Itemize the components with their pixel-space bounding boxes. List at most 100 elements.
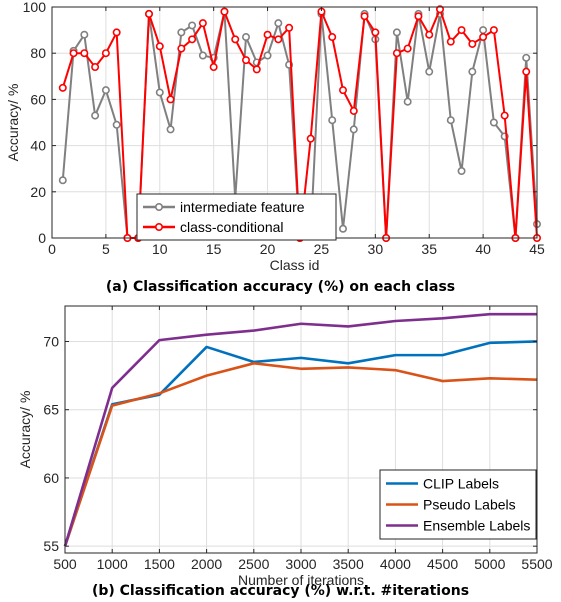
data-point <box>349 125 358 134</box>
legend-label: CLIP Labels <box>423 476 499 492</box>
data-point <box>328 116 337 125</box>
x-tick-label: 2000 <box>191 556 222 572</box>
y-tick-label: 20 <box>30 184 46 200</box>
x-tick-label: 25 <box>314 241 330 257</box>
y-tick-label: 65 <box>43 402 59 418</box>
series-line-pseudo-labels <box>63 362 538 547</box>
x-tick-label: 10 <box>152 241 168 257</box>
data-point <box>306 134 315 143</box>
data-point <box>285 23 294 32</box>
data-point <box>263 51 272 60</box>
data-point <box>457 167 466 176</box>
data-point <box>328 33 337 42</box>
data-point <box>188 35 197 44</box>
x-tick-label: 45 <box>529 241 545 257</box>
x-tick-label: 4500 <box>427 556 458 572</box>
data-point <box>468 39 477 48</box>
y-axis-label: Accuracy/ % <box>5 84 21 162</box>
x-tick-label: 5500 <box>521 556 552 572</box>
data-point <box>145 9 154 18</box>
y-tick-label: 0 <box>38 230 46 246</box>
x-axis-label: Number of iterations <box>238 572 364 588</box>
data-point <box>252 65 261 74</box>
data-point <box>435 5 444 14</box>
chart-b: 500 1000 1500 2000 2500 3000 3500 4000 4500 5000 5… <box>17 305 553 588</box>
data-point <box>58 83 67 92</box>
data-point <box>274 19 283 28</box>
legend-marker <box>155 223 164 232</box>
data-point <box>403 44 412 53</box>
data-point <box>155 42 164 51</box>
data-point <box>231 35 240 44</box>
data-point <box>489 26 498 35</box>
data-point <box>91 111 100 120</box>
legend: CLIP Labels Pseudo Labels Ensemble Labels <box>379 469 537 540</box>
x-tick-label: 500 <box>53 556 77 572</box>
data-point <box>242 33 251 42</box>
data-point <box>242 56 251 65</box>
caption-a: (a) Classification accuracy (%) on each … <box>105 279 456 295</box>
y-tick-label: 70 <box>43 333 59 349</box>
data-point <box>112 28 121 37</box>
x-tick-label: 1000 <box>97 556 128 572</box>
y-tick-label: 60 <box>43 470 59 486</box>
x-tick-label: 2500 <box>238 556 269 572</box>
data-point <box>446 37 455 46</box>
x-tick-label: 5000 <box>474 556 505 572</box>
chart-a: 0 5 10 15 20 25 30 35 40 45 0 20 40 60 80 100 Class id Ac… <box>5 0 545 273</box>
data-point <box>166 95 175 104</box>
data-point <box>177 28 186 37</box>
data-point <box>371 28 380 37</box>
legend: intermediate feature class-conditional <box>136 193 337 241</box>
data-point <box>69 49 78 58</box>
data-point <box>209 63 218 72</box>
data-point <box>457 26 466 35</box>
data-point <box>263 30 272 39</box>
x-tick-label: 40 <box>475 241 491 257</box>
data-point <box>392 28 401 37</box>
y-tick-label: 60 <box>30 91 46 107</box>
data-point <box>91 63 100 72</box>
legend-label: intermediate feature <box>180 199 305 215</box>
x-tick-label: 0 <box>48 241 56 257</box>
data-point <box>522 53 531 62</box>
data-point <box>198 19 207 28</box>
data-point <box>188 21 197 30</box>
legend-box <box>136 193 337 241</box>
data-point <box>198 51 207 60</box>
data-point <box>500 111 509 120</box>
data-point <box>274 35 283 44</box>
data-point <box>80 49 89 58</box>
y-tick-label: 55 <box>43 538 59 554</box>
legend-label: Ensemble Labels <box>423 518 530 534</box>
data-point <box>479 26 488 35</box>
data-point <box>468 67 477 76</box>
data-point <box>425 30 434 39</box>
x-tick-label: 20 <box>260 241 276 257</box>
x-tick-label: 30 <box>368 241 384 257</box>
data-point <box>101 86 110 95</box>
data-point <box>177 44 186 53</box>
data-point <box>112 120 121 129</box>
y-tick-label: 80 <box>30 45 46 61</box>
data-point <box>425 67 434 76</box>
caption-b: (b) Classification accuracy (%) w.r.t. #… <box>91 583 470 599</box>
data-point <box>166 125 175 134</box>
data-point <box>403 97 412 106</box>
data-point <box>155 88 164 97</box>
x-axis-label: Class id <box>270 257 320 273</box>
data-point <box>489 118 498 127</box>
data-point <box>349 106 358 115</box>
series-line-ensemble-labels <box>63 312 537 547</box>
data-point <box>338 86 347 95</box>
x-tick-label: 3500 <box>333 556 364 572</box>
data-point <box>522 67 531 76</box>
data-point <box>360 12 369 21</box>
y-tick-label: 100 <box>23 0 47 15</box>
data-point <box>80 30 89 39</box>
data-point <box>479 33 488 42</box>
legend-label: Pseudo Labels <box>423 497 516 513</box>
x-tick-label: 4000 <box>380 556 411 572</box>
y-tick-label: 40 <box>30 138 46 154</box>
